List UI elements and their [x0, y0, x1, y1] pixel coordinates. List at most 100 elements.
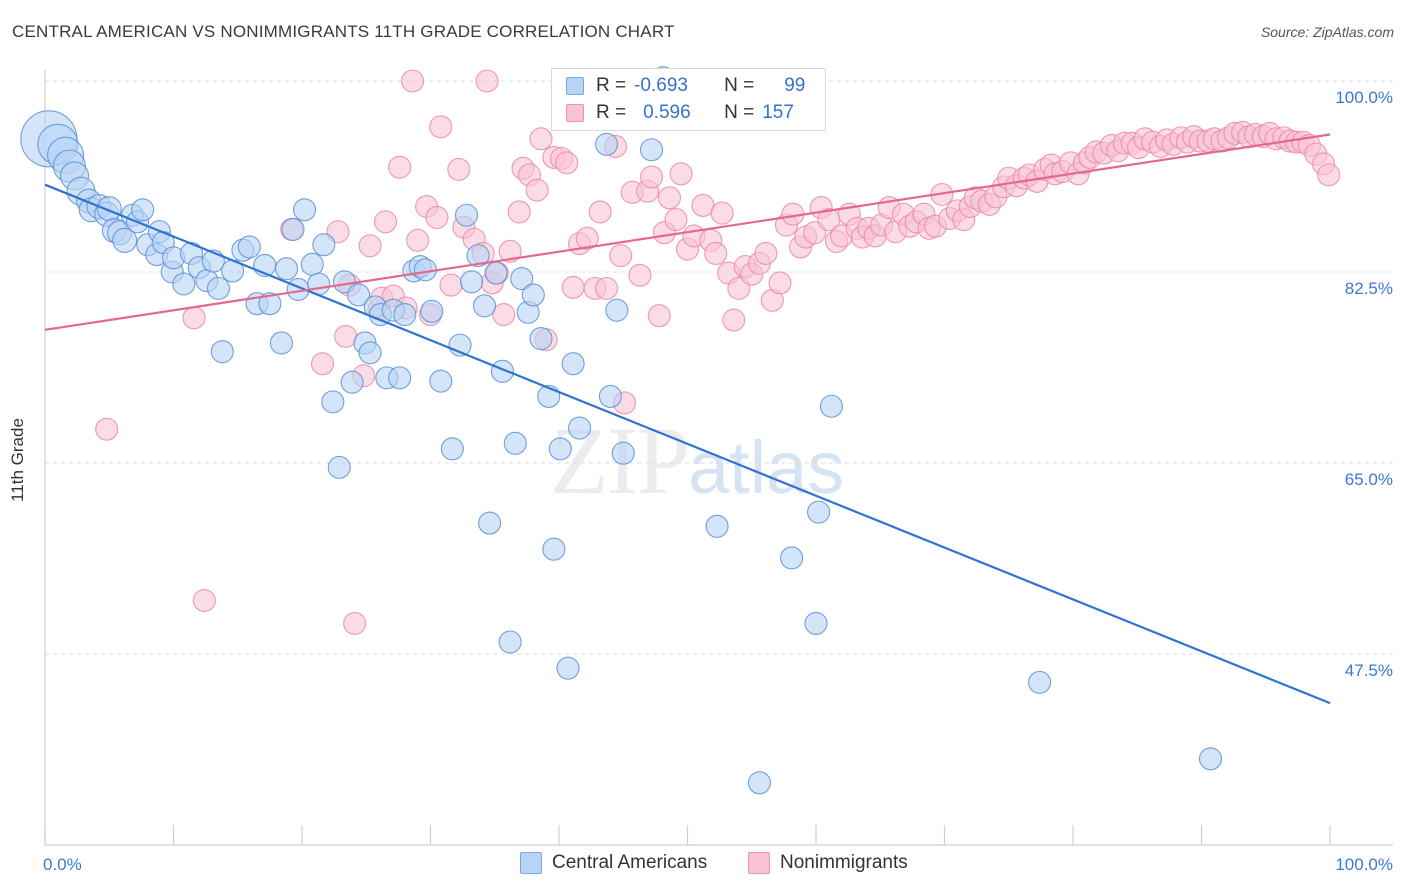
- data-point: [300, 252, 324, 276]
- legend-label: Central Americans: [552, 852, 708, 873]
- data-point: [258, 292, 282, 316]
- data-point: [420, 299, 444, 323]
- x-tick-label: 0.0%: [43, 855, 82, 874]
- data-point: [1317, 163, 1341, 187]
- data-point: [334, 324, 358, 348]
- data-point: [478, 511, 502, 535]
- data-point: [722, 308, 746, 332]
- data-point: [647, 304, 671, 328]
- data-point: [561, 275, 585, 299]
- data-point: [454, 203, 479, 227]
- data-point: [96, 196, 122, 222]
- data-point: [575, 226, 599, 250]
- data-point: [555, 151, 579, 175]
- data-point: [598, 384, 622, 408]
- y-tick-label: 47.5%: [1345, 661, 1393, 680]
- data-point: [594, 276, 619, 300]
- data-point: [556, 656, 580, 680]
- data-point: [807, 500, 831, 524]
- data-point: [669, 162, 693, 186]
- axes: [44, 70, 1393, 846]
- data-point: [475, 69, 499, 93]
- pink-swatch-icon: [748, 852, 770, 874]
- trend-lines: [44, 133, 1331, 705]
- data-point: [425, 205, 449, 229]
- data-point: [704, 241, 728, 265]
- legend-item-nonimmigrants[interactable]: Nonimmigrants: [748, 852, 908, 874]
- data-point: [710, 201, 734, 225]
- data-point: [639, 138, 664, 162]
- data-point: [705, 514, 729, 538]
- data-point: [525, 178, 549, 202]
- data-point: [429, 369, 453, 393]
- n-value: 99: [784, 75, 806, 96]
- data-point: [492, 303, 516, 327]
- trend-line-central-americans: [44, 183, 1331, 705]
- data-point: [507, 200, 531, 224]
- data-point: [406, 228, 430, 252]
- n-label: N =: [724, 75, 755, 96]
- nonimmigrants-points: [95, 69, 1341, 635]
- data-point: [95, 417, 119, 441]
- blue-swatch-icon: [566, 77, 584, 95]
- data-point: [447, 157, 471, 181]
- data-point: [561, 352, 585, 376]
- data-point: [237, 235, 261, 259]
- data-point: [312, 233, 336, 257]
- legend-item-central-americans[interactable]: Central Americans: [520, 852, 707, 874]
- pink-swatch-icon: [566, 104, 584, 122]
- data-point: [346, 283, 371, 307]
- data-point: [529, 327, 553, 351]
- n-value: 157: [762, 102, 794, 123]
- watermark: ZIPatlas: [550, 405, 844, 516]
- data-point: [131, 198, 155, 222]
- legend-row-blue: R = -0.693 N = 99: [566, 75, 805, 97]
- data-point: [605, 298, 629, 322]
- data-point: [691, 193, 715, 217]
- data-point: [747, 771, 772, 795]
- data-point: [542, 537, 566, 561]
- y-tick-label: 100.0%: [1335, 88, 1393, 107]
- data-point: [321, 390, 345, 414]
- data-point: [594, 132, 619, 156]
- watermark-atlas: atlas: [688, 426, 845, 509]
- data-point: [466, 244, 490, 268]
- legend-row-pink: R = 0.596 N = 157: [566, 102, 794, 124]
- data-point: [210, 340, 234, 364]
- data-point: [657, 186, 682, 210]
- data-point: [498, 630, 522, 654]
- data-point: [293, 198, 317, 222]
- stats-legend: R = -0.693 N = 99 R = 0.596 N = 157: [551, 68, 826, 131]
- legend-label: Nonimmigrants: [780, 852, 908, 873]
- data-point: [780, 546, 804, 570]
- data-point: [611, 441, 635, 465]
- data-point: [340, 370, 364, 394]
- data-point: [388, 366, 412, 390]
- data-point: [206, 276, 231, 300]
- trend-line-nonimmigrants: [44, 133, 1331, 331]
- data-point: [388, 155, 412, 179]
- data-point: [429, 115, 453, 139]
- data-point: [588, 200, 612, 224]
- data-point: [269, 331, 293, 355]
- data-point: [568, 416, 592, 440]
- data-point: [172, 272, 196, 296]
- r-label: R =: [596, 75, 627, 96]
- y-tick-label: 82.5%: [1345, 279, 1393, 298]
- data-point: [548, 437, 572, 461]
- data-point: [768, 271, 792, 295]
- series-legend: Central Americans Nonimmigrants: [0, 852, 1406, 876]
- n-label: N =: [724, 102, 755, 123]
- data-point: [498, 239, 522, 263]
- central-americans-points: [20, 66, 1223, 795]
- data-point: [460, 270, 484, 294]
- data-point: [804, 611, 828, 635]
- tick-labels: 100.0% 82.5% 65.0% 47.5% 0.0% 100.0%: [43, 88, 1393, 874]
- data-point: [1198, 747, 1223, 771]
- x-tick-label: 100.0%: [1335, 855, 1393, 874]
- data-point: [275, 257, 299, 281]
- data-point: [639, 165, 664, 189]
- data-point: [664, 208, 688, 232]
- data-point: [754, 241, 778, 265]
- data-point: [609, 244, 633, 268]
